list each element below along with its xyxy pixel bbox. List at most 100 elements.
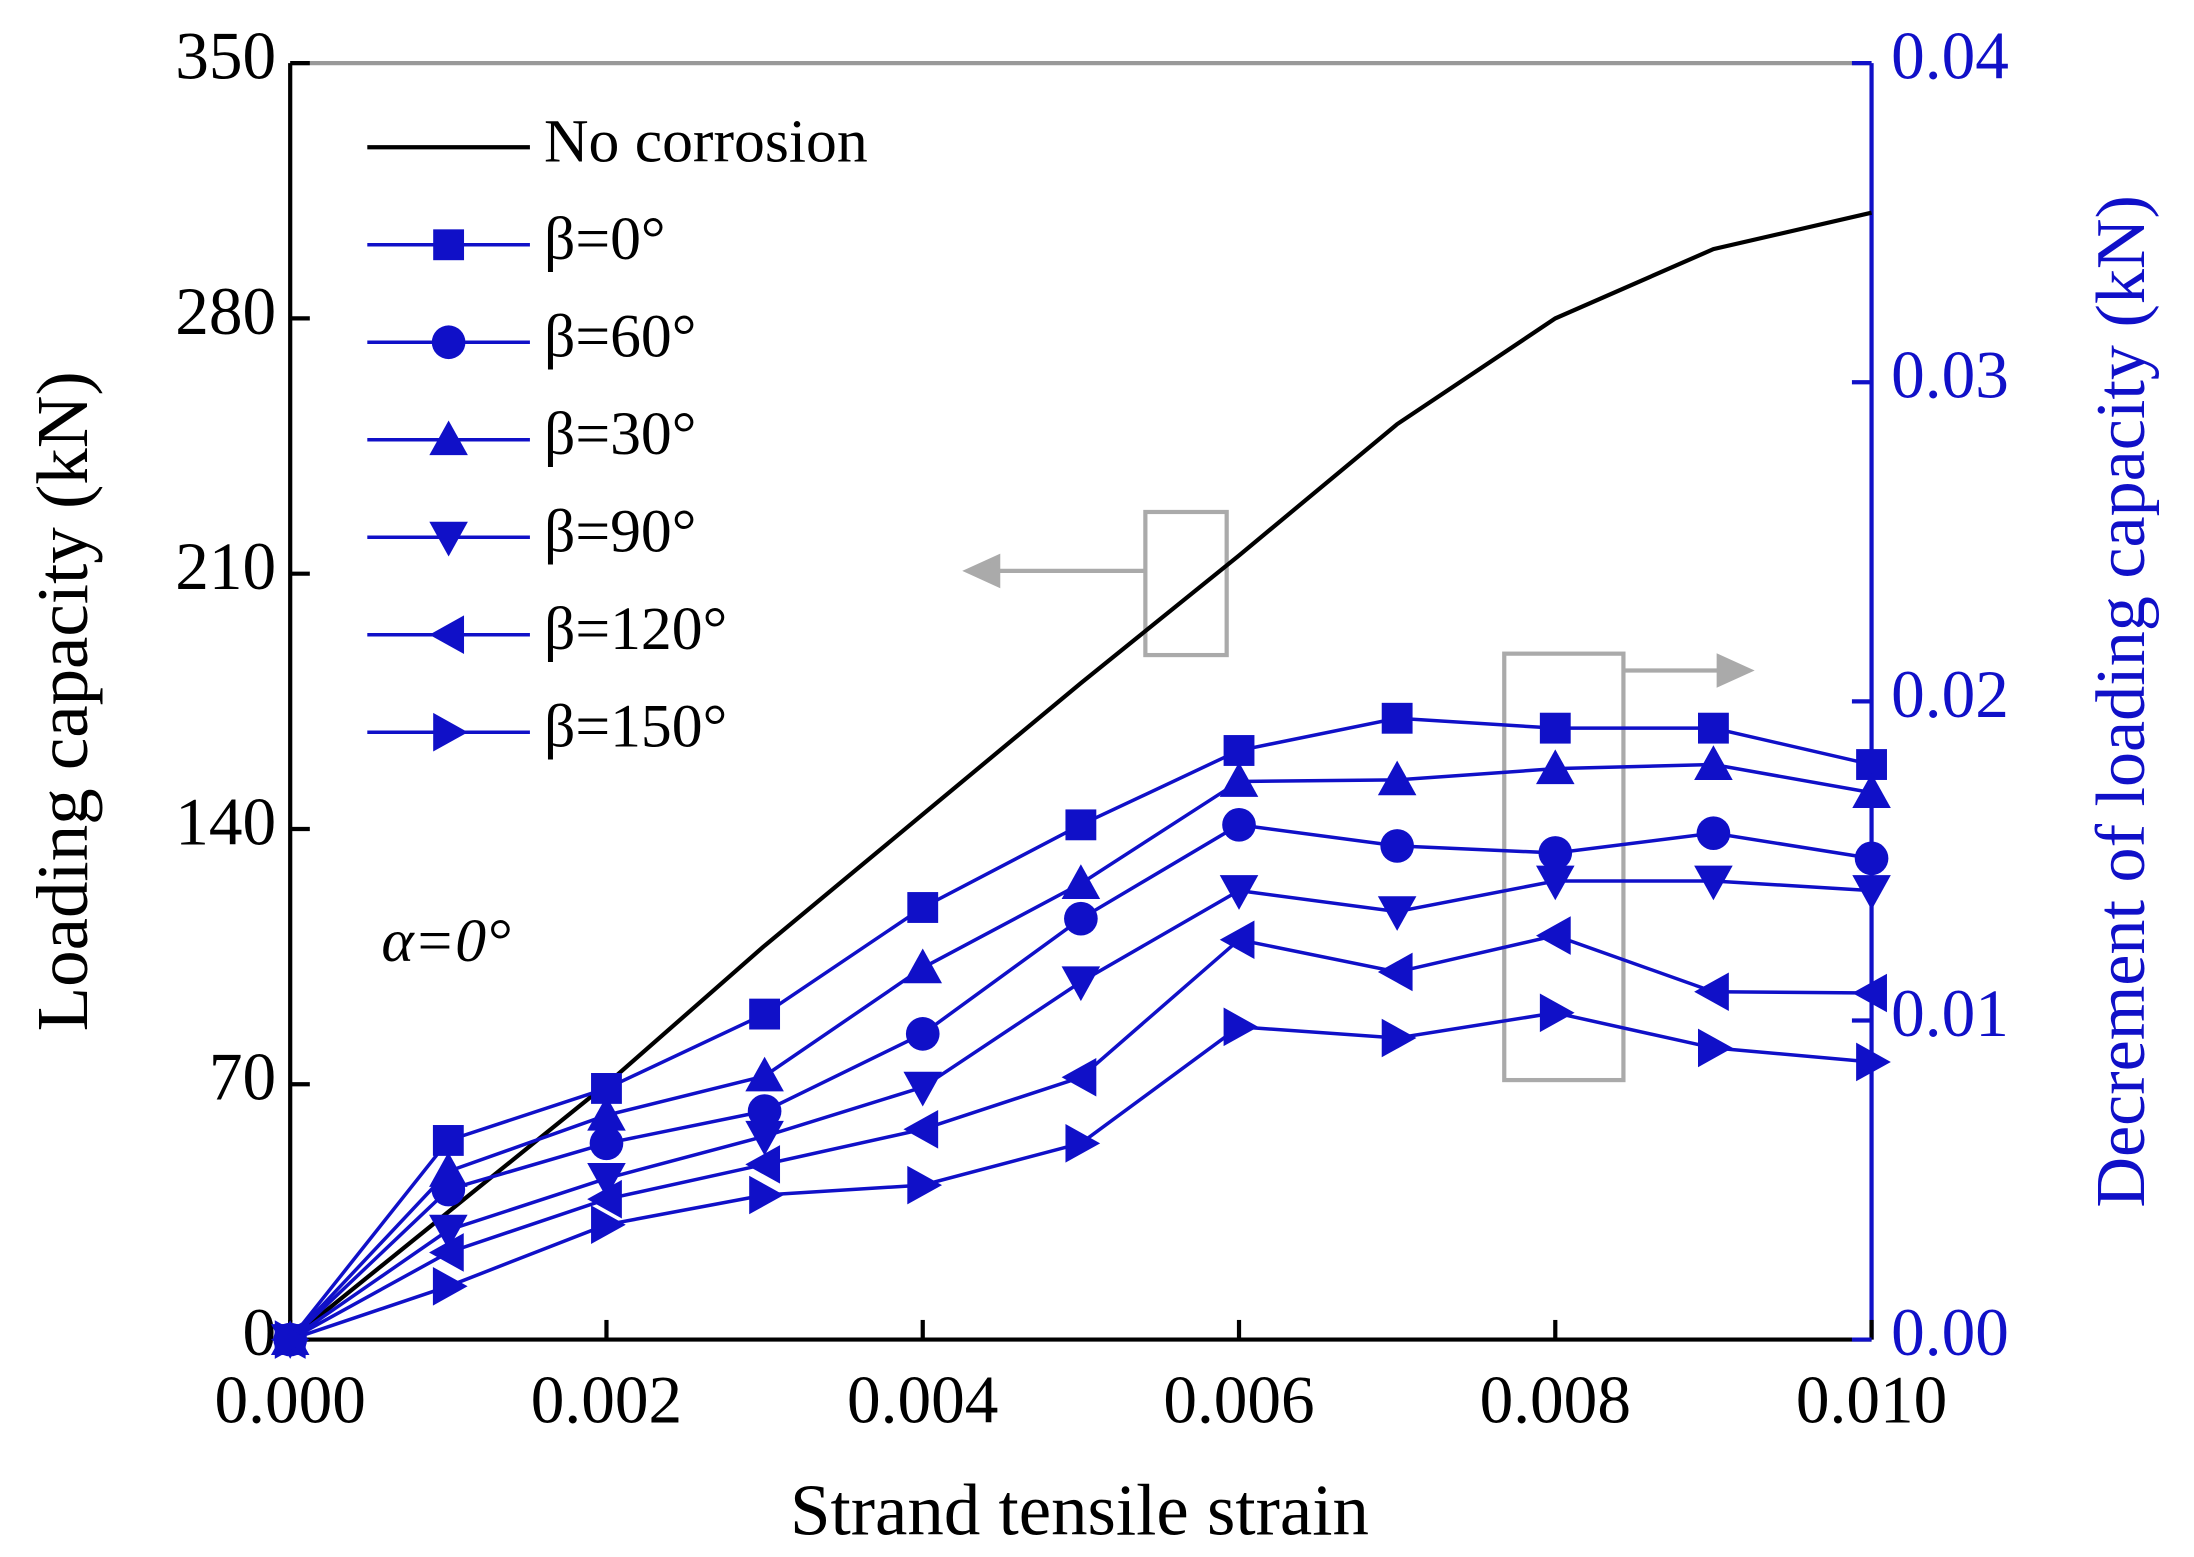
y2-tick-label: 0.03 <box>1891 338 2009 413</box>
marker <box>589 1126 624 1161</box>
marker <box>429 1214 468 1250</box>
marker <box>1223 735 1255 766</box>
legend-marker <box>429 615 465 655</box>
annotation-box <box>1143 509 1229 658</box>
series-line <box>288 762 1872 1341</box>
marker <box>745 1120 784 1156</box>
marker <box>1381 702 1413 734</box>
annotation: α=0° <box>381 907 510 975</box>
y2-axis-label: Decrement of loading capacity (kN) <box>2083 195 2160 1208</box>
annotation-box <box>1502 651 1626 1083</box>
marker <box>1852 875 1891 910</box>
marker <box>1061 1057 1097 1097</box>
marker <box>1856 1042 1891 1082</box>
legend-label: β=90° <box>544 497 697 565</box>
x-axis-label: Strand tensile strain <box>790 1469 1369 1550</box>
marker <box>1536 865 1575 901</box>
marker <box>432 1125 464 1156</box>
marker <box>1539 712 1571 744</box>
marker <box>903 948 943 984</box>
marker <box>587 1095 626 1131</box>
marker <box>905 1017 940 1051</box>
marker <box>432 1267 468 1306</box>
marker <box>907 1165 943 1205</box>
y-tick-label: 140 <box>175 784 276 859</box>
marker <box>1536 916 1571 955</box>
legend-label: β=0° <box>544 205 666 273</box>
marker <box>1854 841 1889 876</box>
marker <box>587 1162 626 1198</box>
marker <box>1222 808 1256 842</box>
y-axis-label: Loading capacity (kN) <box>22 371 103 1031</box>
marker <box>1065 809 1097 841</box>
marker <box>903 1071 943 1107</box>
marker <box>1536 749 1575 785</box>
marker <box>1065 1124 1101 1163</box>
marker <box>1696 816 1731 850</box>
marker <box>1219 762 1259 797</box>
arrow-head <box>962 553 1001 589</box>
marker <box>587 1179 622 1219</box>
marker <box>1064 901 1098 936</box>
marker <box>429 1233 464 1272</box>
marker <box>1061 864 1101 899</box>
marker <box>1852 973 1887 1013</box>
marker <box>1538 836 1573 870</box>
marker <box>1698 1028 1733 1068</box>
marker <box>1219 875 1259 910</box>
legend-label: β=30° <box>544 400 697 468</box>
marker <box>1377 896 1417 931</box>
marker <box>907 892 939 923</box>
x-tick-label: 0.010 <box>1796 1362 1947 1437</box>
y2-tick-label: 0.04 <box>1891 19 2009 94</box>
legend-marker <box>433 229 465 261</box>
x-tick-label: 0.002 <box>531 1362 682 1437</box>
marker <box>591 1205 626 1244</box>
marker <box>1694 972 1729 1012</box>
x-tick-label: 0.004 <box>847 1362 998 1437</box>
marker <box>1852 773 1891 809</box>
y-tick-label: 210 <box>175 529 276 604</box>
marker <box>1223 1007 1259 1047</box>
series-line <box>289 879 1872 1342</box>
marker <box>749 998 781 1030</box>
legend-marker <box>431 325 466 360</box>
arrow-head <box>1716 653 1755 688</box>
legend-marker <box>429 420 468 456</box>
marker <box>274 1320 310 1359</box>
marker <box>1219 920 1255 960</box>
legend-marker <box>429 521 468 557</box>
y2-tick-label: 0.01 <box>1891 976 2009 1051</box>
x-tick-label: 0.000 <box>215 1362 366 1437</box>
x-tick-label: 0.008 <box>1480 1362 1631 1437</box>
marker <box>1061 966 1101 1002</box>
marker <box>1377 760 1417 796</box>
marker <box>1698 712 1729 744</box>
legend-label: β=120° <box>544 595 727 663</box>
marker <box>1694 865 1733 901</box>
y2-tick-label: 0.02 <box>1891 657 2009 732</box>
y-tick-label: 280 <box>175 274 276 349</box>
legend-marker <box>433 712 468 752</box>
y2-tick-label: 0.00 <box>1891 1295 2009 1370</box>
legend-label: β=150° <box>544 692 727 760</box>
annotation-boxes <box>962 509 1755 1083</box>
series-line <box>289 1011 1872 1342</box>
y-tick-label: 0 <box>243 1295 277 1370</box>
marker <box>1539 993 1575 1033</box>
marker <box>745 1145 781 1184</box>
marker <box>745 1056 784 1092</box>
legend-label: β=60° <box>544 302 697 370</box>
marker <box>1380 829 1414 863</box>
y-tick-label: 70 <box>209 1040 276 1115</box>
series-line <box>288 210 1873 1342</box>
legend-label: No corrosion <box>544 107 868 175</box>
marker <box>747 1094 782 1128</box>
marker <box>749 1175 784 1215</box>
marker <box>1694 745 1733 780</box>
marker <box>1381 1018 1417 1058</box>
x-tick-label: 0.006 <box>1163 1362 1314 1437</box>
y-tick-label: 350 <box>175 19 276 94</box>
axes <box>288 61 1874 1342</box>
